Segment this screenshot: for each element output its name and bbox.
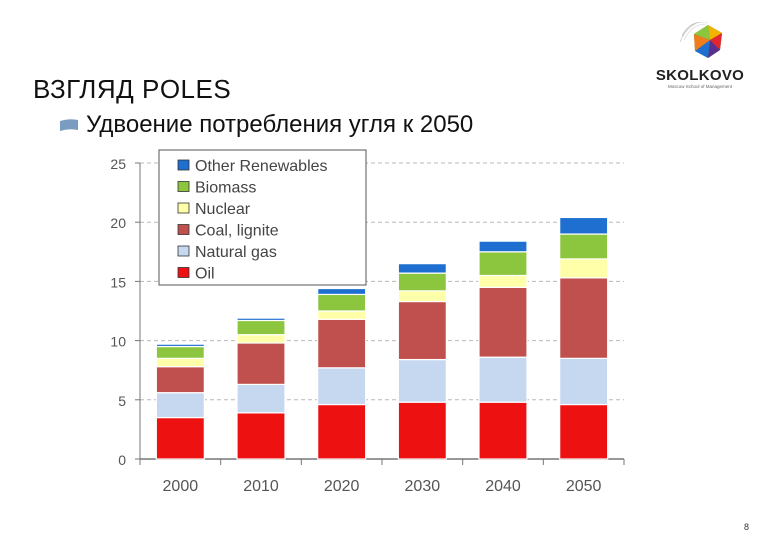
bar-segment <box>155 345 205 359</box>
bar-segment <box>317 310 367 320</box>
bar-segment <box>155 357 205 368</box>
bar-segment <box>236 383 286 414</box>
bar-segment <box>317 318 367 369</box>
bar-segment <box>559 216 609 235</box>
bar-segment <box>478 356 528 403</box>
bar-segment <box>397 300 447 361</box>
bar-segment <box>478 251 528 277</box>
bar-segment <box>478 274 528 288</box>
x-tick-label: 2020 <box>324 478 360 495</box>
subtitle-row: Удвоение потребления угля к 2050 <box>58 111 473 139</box>
bar-segment <box>397 358 447 403</box>
bar-segment <box>236 334 286 344</box>
x-tick-label: 2050 <box>566 478 602 495</box>
bar-segment <box>397 263 447 274</box>
bar-segment <box>317 367 367 406</box>
bar-segment <box>397 290 447 303</box>
bar-segment <box>559 277 609 359</box>
legend-label: Oil <box>195 266 215 283</box>
x-tick-label: 2030 <box>405 478 441 495</box>
legend-label: Biomass <box>195 180 256 197</box>
x-tick-label: 2040 <box>485 478 521 495</box>
legend-swatch <box>177 224 190 235</box>
bar-segment <box>236 412 286 460</box>
bar-segment <box>155 343 205 348</box>
x-tick-label: 2000 <box>163 478 199 495</box>
legend-swatch <box>177 202 190 214</box>
y-tick-label: 0 <box>118 452 126 468</box>
legend-box <box>158 149 367 286</box>
y-tick-label: 20 <box>110 215 126 231</box>
bar-segment <box>236 342 286 386</box>
legend-swatch <box>177 267 190 278</box>
legend-swatch <box>177 245 190 257</box>
bar-segment <box>478 401 528 460</box>
slide-title: ВЗГЛЯД POLES <box>33 74 232 104</box>
bar-segment <box>397 401 447 460</box>
y-tick-label: 15 <box>110 274 126 290</box>
legend-swatch <box>177 181 190 192</box>
page-number: 8 <box>744 522 750 532</box>
bar-segment <box>155 392 205 419</box>
bar-segment <box>155 416 205 460</box>
legend-swatch <box>177 159 190 171</box>
y-tick-label: 25 <box>110 156 126 172</box>
legend-label: Natural gas <box>195 244 277 261</box>
bar-segment <box>478 240 528 253</box>
y-tick-label: 10 <box>110 334 126 350</box>
bar-segment <box>397 272 447 292</box>
logo-wordmark: SKOLKOVO <box>655 67 745 84</box>
logo-tagline: Moscow School of Management <box>667 84 733 89</box>
bar-segment <box>155 366 205 394</box>
bullet-flag-icon <box>60 119 78 131</box>
y-tick-label: 5 <box>118 393 126 409</box>
legend-label: Other Renewables <box>195 158 328 175</box>
legend-label: Coal, lignite <box>195 223 279 240</box>
bar-segment <box>236 317 286 322</box>
bar-segment <box>559 233 609 260</box>
slide-subtitle: Удвоение потребления угля к 2050 <box>86 111 474 138</box>
bar-segment <box>559 403 609 460</box>
bar-segment <box>559 357 609 406</box>
x-tick-label: 2010 <box>243 478 279 495</box>
bar-segment <box>317 287 367 296</box>
bar-segment <box>236 319 286 336</box>
bar-segment <box>478 286 528 358</box>
bar-segment <box>559 258 609 279</box>
skolkovo-logo-icon <box>679 22 722 58</box>
bar-segment <box>317 293 367 312</box>
legend-label: Nuclear <box>195 201 251 218</box>
bar-segment <box>317 403 367 460</box>
